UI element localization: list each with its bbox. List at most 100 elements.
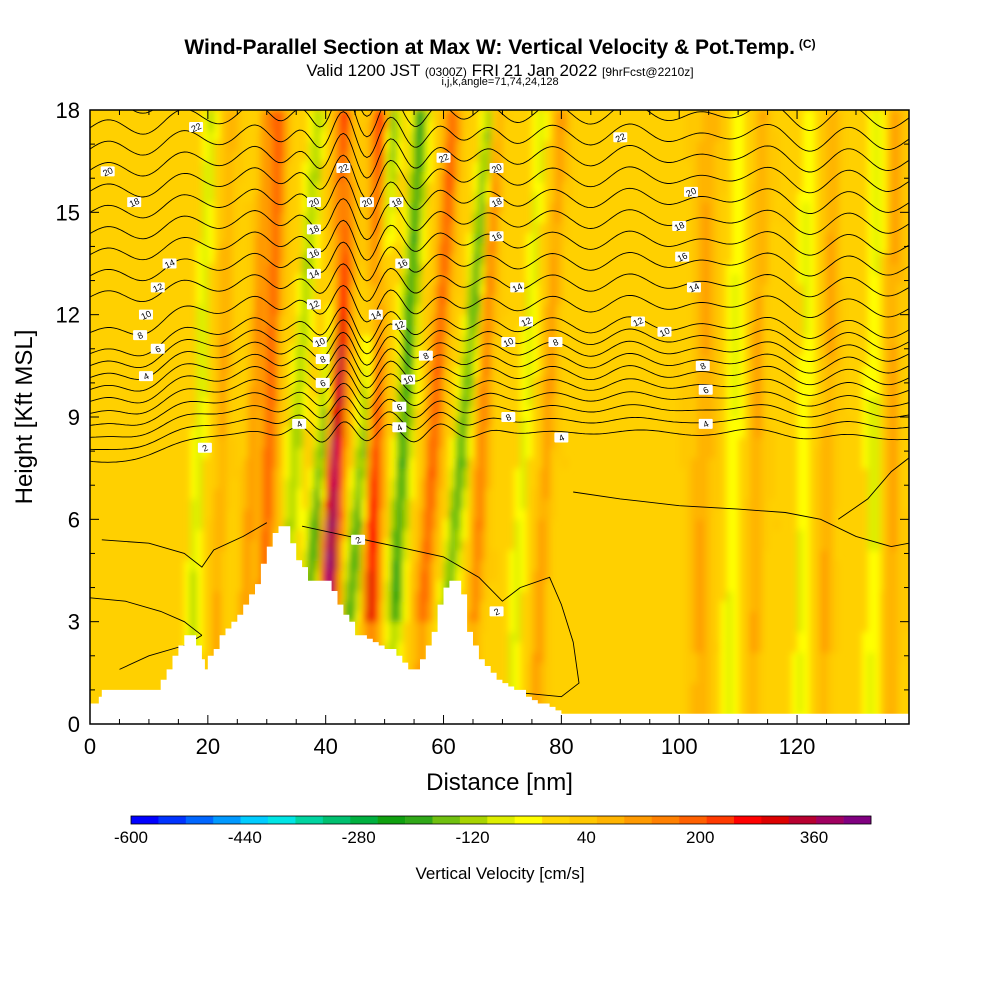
velocity-cell (685, 427, 692, 438)
velocity-cell (726, 703, 733, 715)
velocity-cell (249, 539, 256, 551)
velocity-cell (726, 457, 733, 469)
velocity-cell (408, 243, 415, 254)
velocity-cell (508, 621, 515, 633)
velocity-cell (708, 703, 716, 715)
velocity-cell (691, 161, 698, 172)
velocity-cell (567, 110, 574, 121)
velocity-cell (749, 324, 757, 336)
velocity-cell (802, 212, 810, 224)
velocity-cell (243, 498, 250, 510)
velocity-cell (714, 488, 722, 500)
velocity-cell (302, 284, 309, 295)
velocity-cell (832, 150, 839, 162)
velocity-cell (473, 273, 480, 285)
velocity-cell (437, 284, 445, 295)
velocity-cell (266, 294, 274, 305)
velocity-cell (478, 345, 486, 357)
velocity-cell (732, 345, 739, 357)
velocity-cell (484, 509, 492, 520)
velocity-cell (820, 478, 828, 490)
velocity-cell (473, 171, 480, 183)
velocity-cell (396, 284, 403, 295)
velocity-cell (337, 304, 344, 316)
velocity-cell (343, 406, 350, 418)
velocity-cell (897, 120, 904, 131)
velocity-cell (355, 601, 362, 612)
colorbar-swatch (514, 816, 543, 824)
velocity-cell (349, 191, 356, 203)
velocity-cell (337, 396, 344, 408)
velocity-cell (543, 263, 551, 275)
velocity-cell (396, 161, 403, 172)
velocity-cell (408, 171, 415, 183)
velocity-cell (420, 243, 427, 254)
velocity-cell (873, 284, 881, 295)
velocity-cell (885, 550, 892, 561)
velocity-cell (284, 243, 291, 254)
velocity-cell (873, 150, 881, 162)
velocity-cell (219, 365, 227, 377)
velocity-cell (313, 529, 321, 541)
velocity-cell (537, 509, 545, 520)
velocity-cell (325, 427, 333, 438)
velocity-cell (396, 457, 403, 469)
velocity-cell (838, 150, 845, 162)
velocity-cell (802, 396, 810, 408)
velocity-cell (231, 120, 238, 131)
velocity-cell (555, 437, 562, 449)
velocity-cell (814, 478, 822, 490)
velocity-cell (219, 529, 227, 541)
velocity-cell (714, 212, 722, 224)
velocity-cell (201, 202, 209, 213)
velocity-cell (473, 304, 480, 316)
isentrope-label: 12 (150, 281, 165, 294)
velocity-cell (708, 263, 716, 275)
velocity-cell (402, 539, 409, 551)
velocity-cell (879, 202, 886, 213)
velocity-cell (820, 560, 828, 572)
velocity-cell (349, 335, 356, 346)
velocity-cell (897, 611, 904, 623)
isentrope-line (573, 491, 909, 548)
velocity-cell (691, 468, 698, 479)
velocity-cell (414, 652, 421, 664)
velocity-cell (461, 335, 468, 346)
velocity-cell (325, 396, 333, 408)
velocity-cell (425, 570, 433, 582)
velocity-cell (891, 652, 898, 664)
velocity-cell (755, 140, 763, 152)
velocity-cell (808, 191, 816, 203)
isentrope-label: 12 (630, 315, 645, 329)
svg-text:14: 14 (307, 268, 320, 281)
velocity-cell (761, 519, 769, 531)
velocity-cell (325, 386, 333, 398)
velocity-cell (372, 324, 380, 336)
velocity-cell (714, 396, 722, 408)
velocity-cell (903, 161, 909, 172)
velocity-cell (390, 130, 397, 142)
isentrope-line (90, 421, 909, 463)
velocity-cell (537, 539, 545, 551)
velocity-cell (201, 284, 209, 295)
velocity-cell (749, 468, 757, 479)
velocity-cell (744, 621, 751, 633)
velocity-cell (702, 683, 710, 694)
velocity-cell (361, 355, 368, 367)
velocity-cell (891, 396, 898, 408)
velocity-cell (514, 631, 521, 643)
velocity-cell (384, 212, 392, 224)
velocity-cell (696, 478, 704, 490)
velocity-cell (243, 591, 250, 602)
velocity-cell (537, 110, 545, 121)
velocity-cell (885, 662, 892, 674)
velocity-cell (508, 642, 515, 653)
velocity-cell (531, 181, 539, 193)
velocity-cell (696, 202, 704, 213)
velocity-cell (773, 181, 780, 193)
velocity-cell (873, 693, 881, 705)
velocity-cell (567, 140, 574, 152)
velocity-cell (514, 498, 521, 510)
velocity-cell (396, 140, 403, 152)
